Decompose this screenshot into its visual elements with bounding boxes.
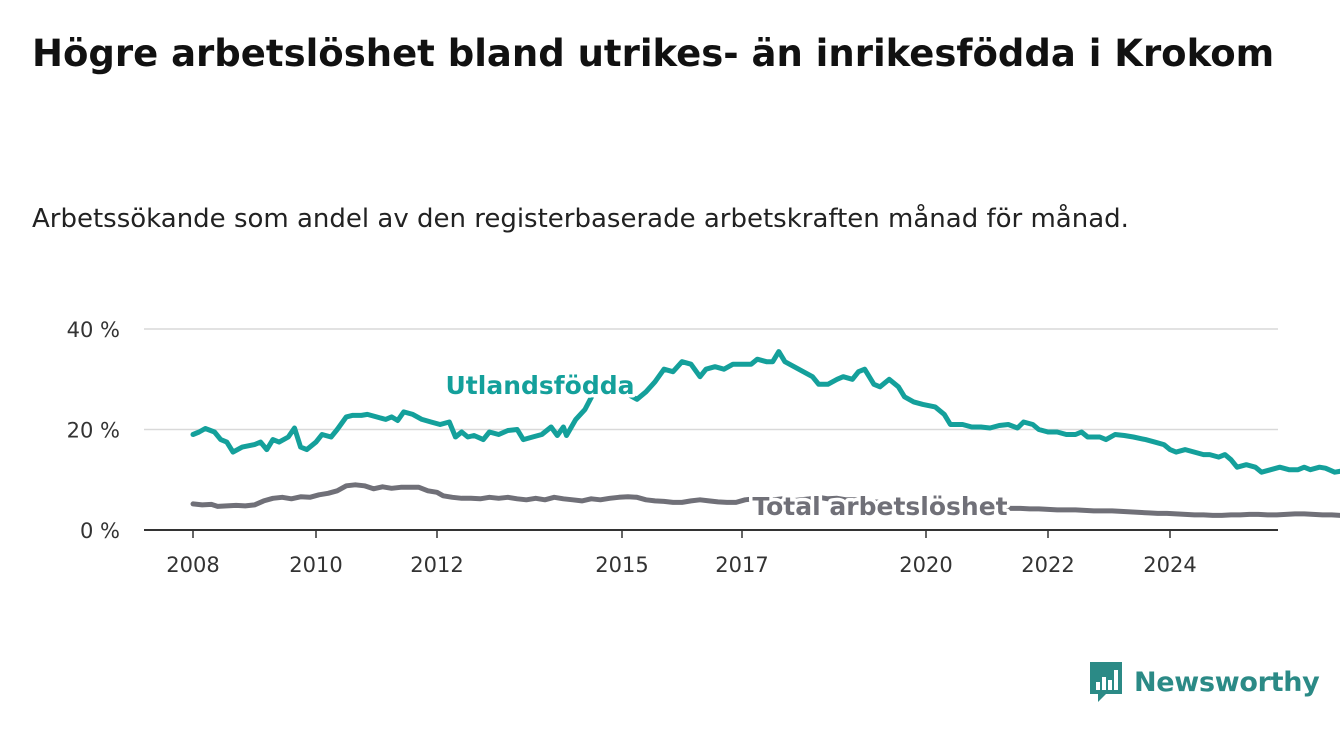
x-tick-label: 2017 xyxy=(715,553,768,577)
x-tick-label: 2012 xyxy=(410,553,463,577)
newsworthy-brand[interactable]: Newsworthy xyxy=(1088,660,1320,704)
x-tick-label: 2008 xyxy=(166,553,219,577)
series-label-total: Total arbetslöshet xyxy=(752,492,1007,521)
x-tick-label: 2015 xyxy=(595,553,648,577)
y-tick-label: 0 % xyxy=(80,519,120,543)
newsworthy-logo-icon xyxy=(1090,662,1122,702)
x-tick-label: 2024 xyxy=(1143,553,1196,577)
x-tick-label: 2010 xyxy=(289,553,342,577)
x-tick-label: 2022 xyxy=(1021,553,1074,577)
series-label-utlandsfodda: Utlandsfödda xyxy=(446,371,635,400)
grid-lines xyxy=(144,328,1278,431)
x-tick-label: 2020 xyxy=(899,553,952,577)
chart-title: Högre arbetslöshet bland utrikes- än inr… xyxy=(32,32,1275,75)
axes: 0 % 20 % 40 % 2008 2010 2012 2015 2017 2020 2022 2… xyxy=(67,318,1278,577)
y-tick-label: 20 % xyxy=(67,419,120,443)
chart-subtitle: Arbetssökande som andel av den registerb… xyxy=(32,204,1129,234)
series-line-total xyxy=(190,482,1340,518)
brand-name: Newsworthy xyxy=(1134,666,1320,698)
series-line-utlandsfodda xyxy=(190,349,1340,475)
y-tick-label: 40 % xyxy=(67,318,120,342)
line-chart: 0 % 20 % 40 % 2008 2010 2012 2015 2017 2020 2022 2… xyxy=(67,318,1340,577)
series-lines xyxy=(190,349,1340,518)
